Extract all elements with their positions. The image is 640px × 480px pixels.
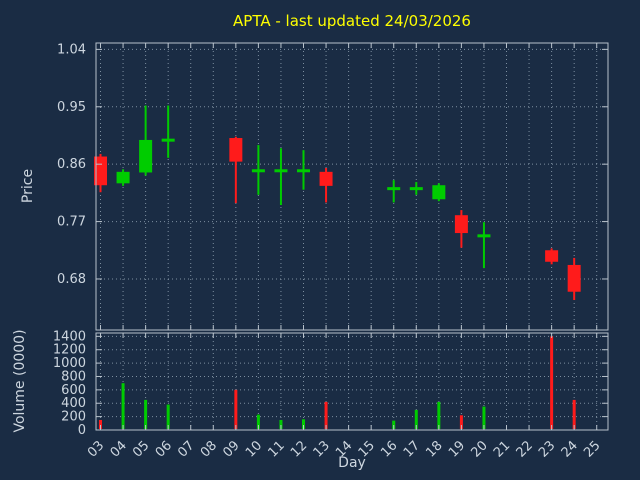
candle [545, 248, 559, 265]
svg-text:05: 05 [130, 438, 152, 460]
svg-text:22: 22 [514, 438, 536, 460]
svg-text:03: 03 [85, 438, 107, 460]
x-axis-label: Day [338, 455, 366, 471]
svg-text:600: 600 [61, 383, 86, 398]
svg-text:15: 15 [356, 438, 378, 460]
candles [94, 105, 581, 301]
chart-title: APTA - last updated 24/03/2026 [233, 12, 471, 30]
svg-text:04: 04 [108, 438, 130, 460]
axes [95, 42, 609, 431]
candle [567, 257, 581, 301]
svg-text:11: 11 [265, 438, 287, 460]
svg-text:17: 17 [401, 438, 423, 460]
svg-text:07: 07 [175, 438, 197, 460]
svg-text:1.04: 1.04 [57, 42, 86, 57]
svg-text:25: 25 [581, 438, 603, 460]
svg-text:20: 20 [468, 438, 490, 460]
candle [432, 183, 446, 202]
svg-text:0.68: 0.68 [57, 272, 86, 287]
svg-text:23: 23 [536, 438, 558, 460]
candle [161, 105, 175, 158]
svg-text:1400: 1400 [53, 329, 86, 344]
svg-text:13: 13 [311, 438, 333, 460]
candle [274, 148, 288, 205]
candle [297, 150, 311, 190]
svg-text:19: 19 [446, 438, 468, 460]
svg-text:1000: 1000 [53, 356, 86, 371]
svg-text:08: 08 [198, 438, 220, 460]
svg-text:400: 400 [61, 396, 86, 411]
candle [251, 145, 265, 195]
svg-text:12: 12 [288, 438, 310, 460]
tick-labels: 1.04 0.95 0.86 0.77 0.68 14001200100080060040… [53, 42, 604, 460]
svg-text:10: 10 [243, 438, 265, 460]
candle [319, 168, 333, 203]
svg-text:800: 800 [61, 369, 86, 384]
svg-text:0.86: 0.86 [57, 157, 86, 172]
svg-text:0.77: 0.77 [57, 215, 86, 230]
candle [409, 182, 423, 195]
svg-text:0: 0 [78, 423, 86, 438]
candle [139, 105, 153, 176]
svg-text:24: 24 [559, 438, 581, 460]
volume-bars [99, 336, 576, 429]
candle [477, 222, 491, 269]
candle [116, 169, 130, 186]
svg-text:16: 16 [378, 438, 400, 460]
svg-text:0.95: 0.95 [57, 100, 86, 115]
svg-text:18: 18 [423, 438, 445, 460]
svg-text:14: 14 [333, 438, 355, 460]
candle [454, 210, 468, 248]
svg-text:21: 21 [491, 438, 513, 460]
svg-text:1200: 1200 [53, 343, 86, 358]
candle [229, 136, 243, 204]
svg-text:09: 09 [220, 438, 242, 460]
gridlines [96, 43, 608, 431]
svg-text:06: 06 [153, 438, 175, 460]
candle [387, 180, 401, 203]
svg-text:200: 200 [61, 410, 86, 425]
